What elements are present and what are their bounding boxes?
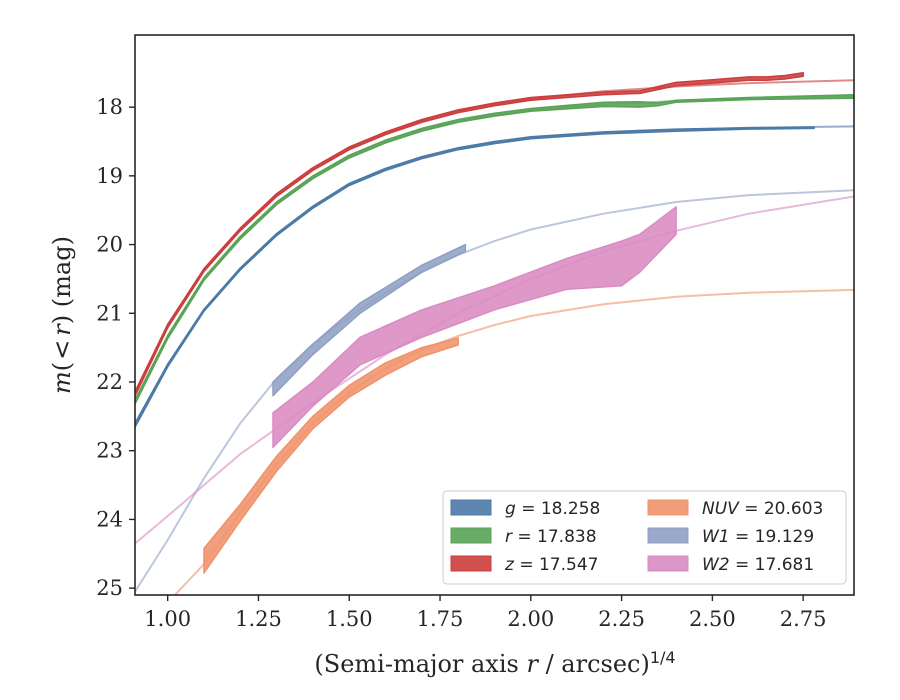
x-tick-label: 2.00 — [507, 607, 554, 631]
x-tick-label: 2.50 — [689, 607, 736, 631]
legend-label-W1: W1 = 19.129 — [702, 527, 814, 547]
band-r — [135, 94, 854, 405]
band-W2 — [272, 206, 677, 449]
legend-label-r: r = 17.838 — [505, 527, 597, 547]
legend-label-NUV: NUV = 20.603 — [702, 499, 823, 519]
legend-label-g: g = 18.258 — [505, 499, 600, 519]
legend-swatch-z — [450, 555, 492, 572]
plot-frame — [134, 34, 855, 596]
band-g — [135, 126, 815, 429]
x-tick-label: 1.00 — [144, 607, 191, 631]
y-tick-label: 18 — [96, 95, 123, 119]
y-axis-title: m(<r) (mag) — [48, 236, 76, 394]
y-tick-label: 19 — [96, 164, 123, 188]
x-tick-label: 1.50 — [326, 607, 373, 631]
band-NUV — [203, 337, 459, 574]
x-axis-title: (Semi-major axis r / arcsec)1/4 — [314, 648, 675, 678]
y-tick-label: 24 — [96, 507, 123, 531]
plot-area — [135, 72, 854, 595]
legend: g = 18.258 r = 17.838 z = 17.547 NUV = 20.6… — [442, 490, 847, 585]
legend-swatch-NUV — [647, 499, 689, 516]
y-tick-label: 23 — [96, 439, 123, 463]
y-tick-label: 21 — [96, 301, 123, 325]
legend-label-z: z = 17.547 — [504, 555, 598, 575]
x-tick-label: 1.75 — [417, 607, 464, 631]
axes: 1.00 1.25 1.50 1.75 2.00 2.25 2.50 2.75 18 19 20 21… — [96, 95, 826, 631]
legend-swatch-W1 — [647, 527, 689, 544]
band-z — [135, 72, 804, 397]
legend-box — [442, 490, 847, 585]
x-tick-label: 1.25 — [235, 607, 282, 631]
legend-swatch-r — [450, 527, 492, 544]
legend-swatch-W2 — [647, 555, 689, 572]
x-tick-label: 2.25 — [598, 607, 645, 631]
legend-label-W2: W2 = 17.681 — [702, 555, 814, 575]
y-tick-label: 25 — [96, 576, 123, 600]
y-tick-label: 20 — [96, 233, 123, 257]
x-tick-label: 2.75 — [780, 607, 827, 631]
legend-swatch-g — [450, 499, 492, 516]
band-W1 — [272, 243, 467, 397]
y-tick-label: 22 — [96, 370, 123, 394]
